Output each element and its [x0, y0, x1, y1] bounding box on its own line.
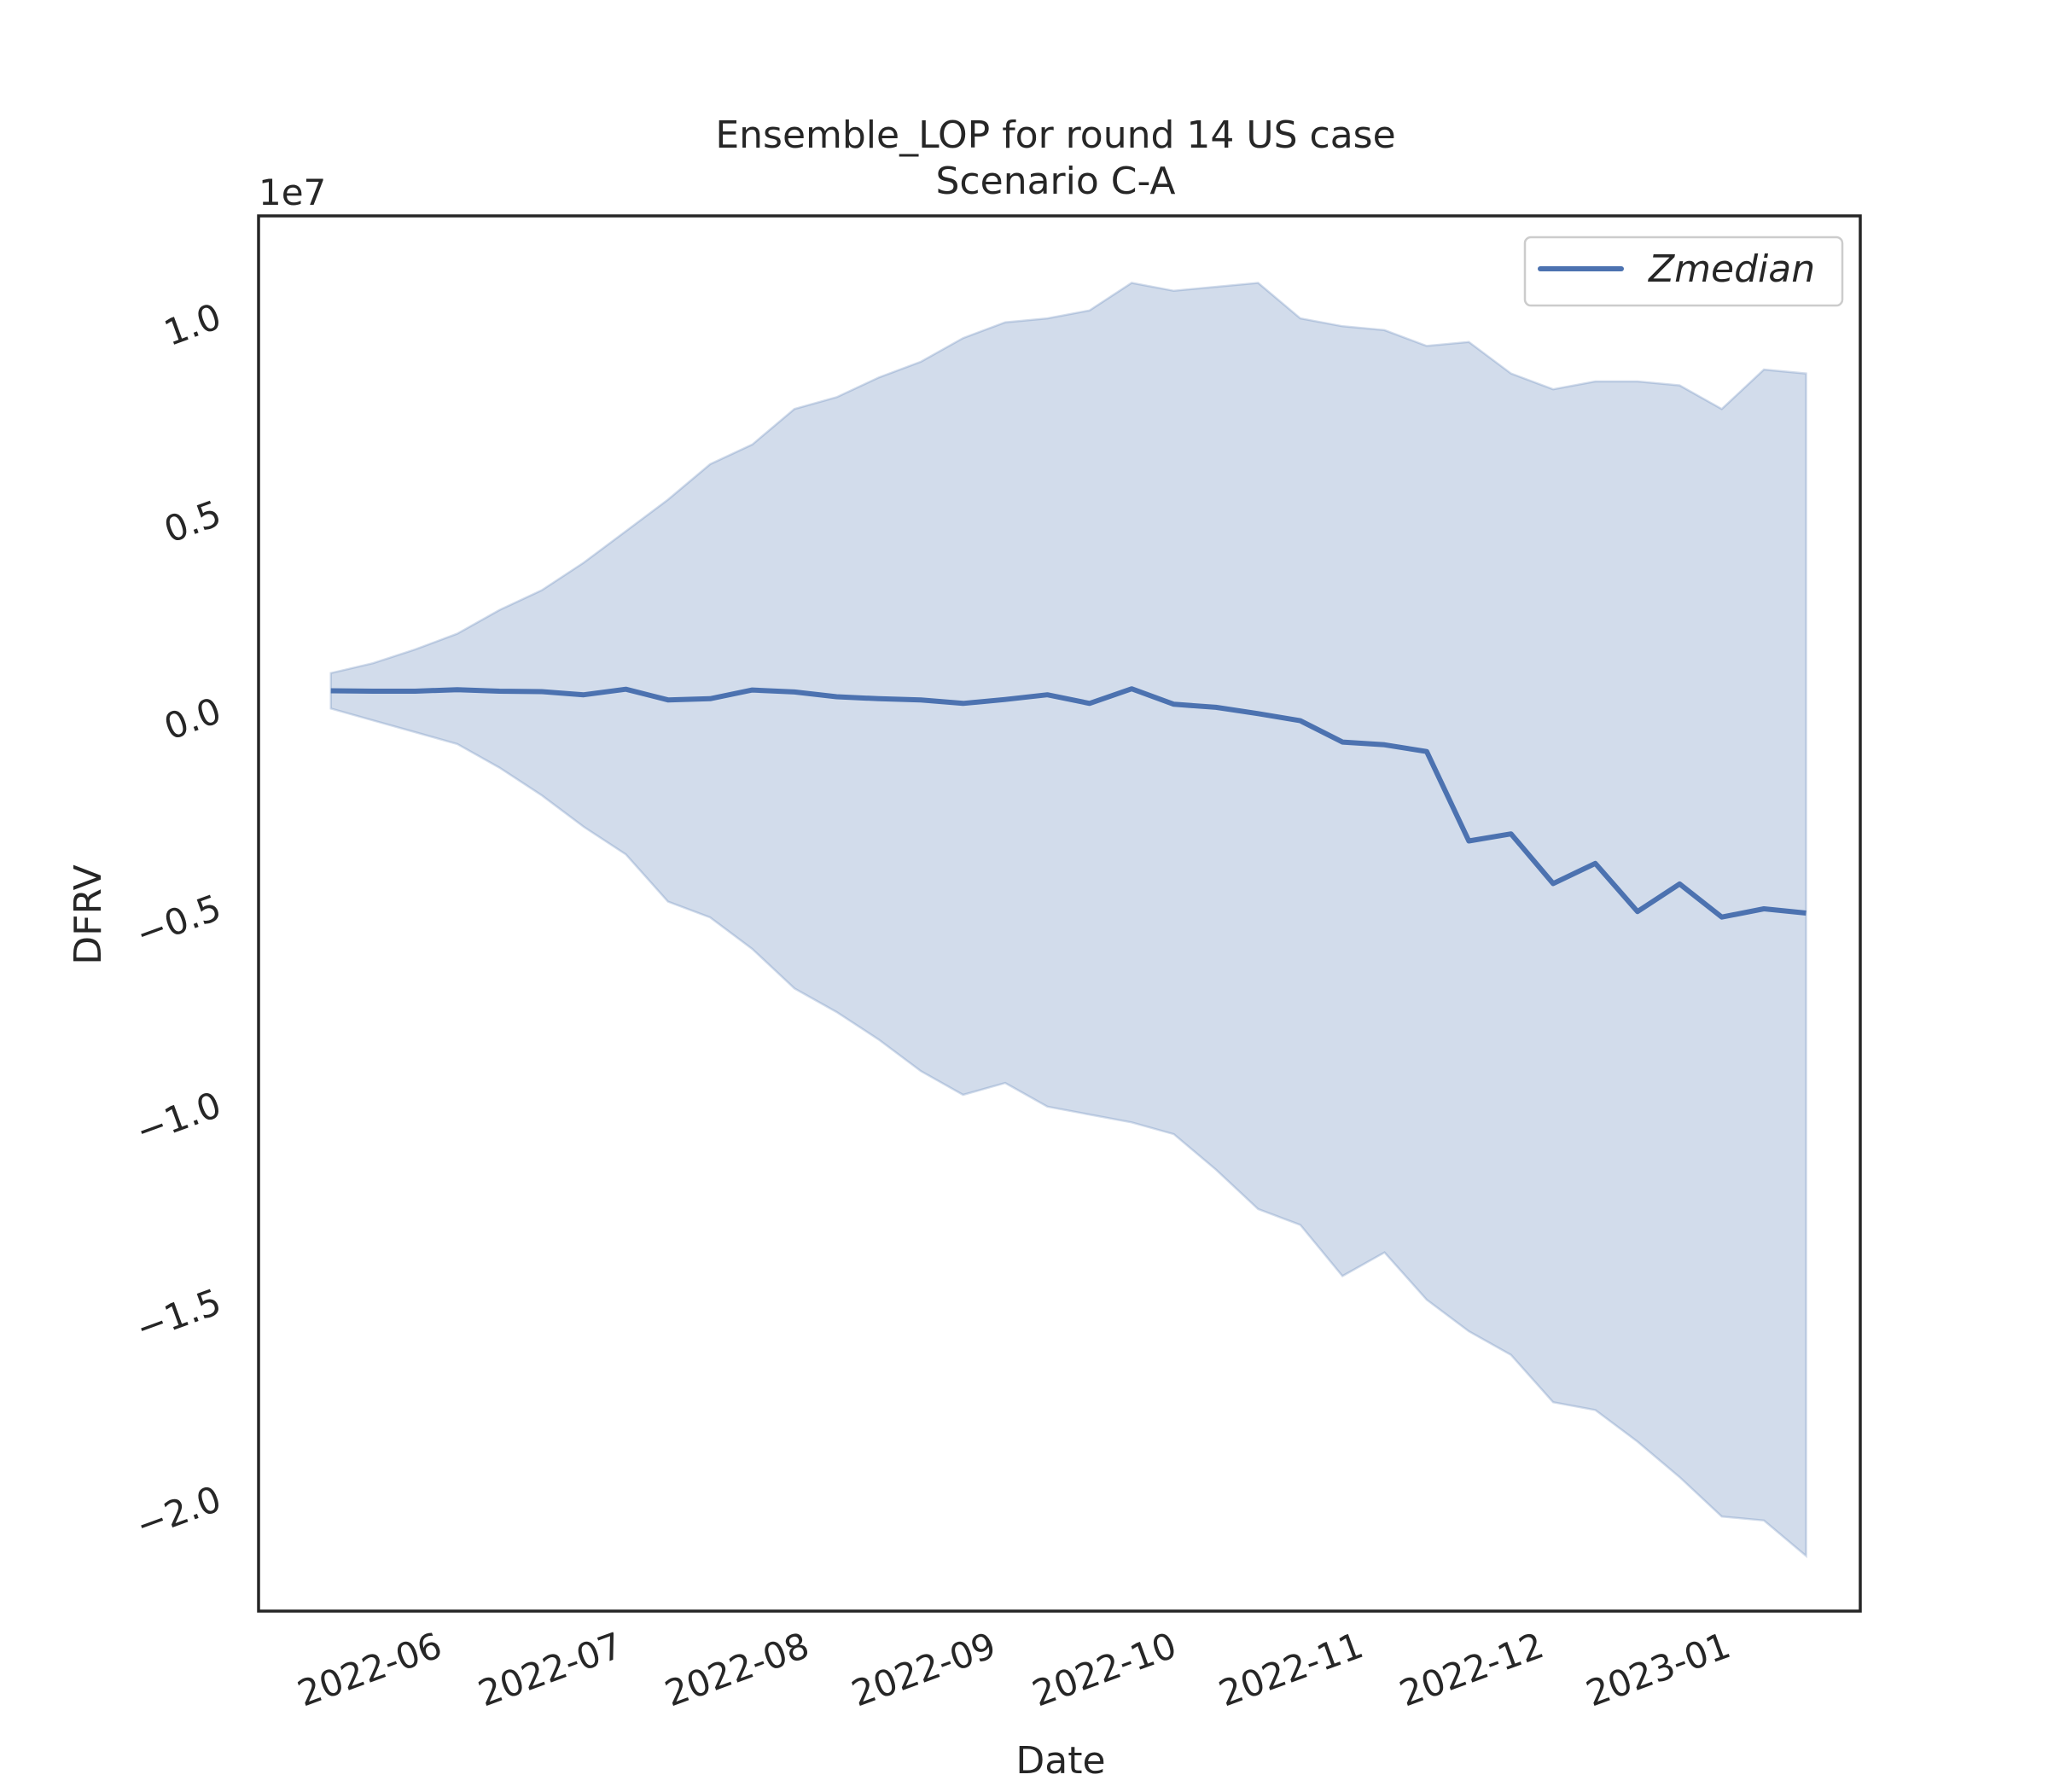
series-line-zmedian — [330, 686, 1807, 920]
y-tick-label: 0.0 — [159, 689, 227, 748]
x-tick-label: 2022-11 — [1213, 1624, 1369, 1714]
plot-frame — [257, 214, 1862, 1613]
x-tick-label: 2022-08 — [660, 1624, 815, 1714]
y-tick-label: 0.5 — [159, 492, 227, 551]
chart-subtitle: Scenario C-A — [936, 160, 1176, 203]
y-axis-label: DFRV — [67, 864, 110, 964]
x-tick-label: 2023-01 — [1580, 1624, 1736, 1714]
y-offset-label: 1e7 — [259, 172, 326, 213]
y-tick-label: −1.5 — [131, 1281, 227, 1350]
x-tick-label: 2022-06 — [292, 1624, 447, 1714]
y-tick-label: −1.0 — [131, 1084, 227, 1153]
legend-box — [1523, 236, 1844, 307]
legend: Zmedian — [1523, 236, 1844, 307]
x-tick-labels: 2022-06 2022-07 2022-08 2022-09 2022-10 2022-… — [292, 1624, 1736, 1714]
x-tick-label: 2022-10 — [1027, 1624, 1182, 1714]
y-tick-label: 1.0 — [159, 295, 227, 354]
plot-area — [329, 282, 1807, 1558]
x-tick-label: 2022-09 — [847, 1624, 1002, 1714]
y-tick-label: −2.0 — [131, 1478, 227, 1547]
y-tick-labels: −2.0 −1.5 −1.0 −0.5 0.0 0.5 1.0 — [131, 295, 227, 1547]
confidence-band — [329, 282, 1807, 1558]
x-tick-label: 2022-07 — [473, 1624, 628, 1714]
legend-label-zmedian: Zmedian — [1648, 247, 1815, 291]
x-axis-label: Date — [1015, 1739, 1105, 1783]
y-tick-label: −0.5 — [131, 887, 227, 956]
chart-title: Ensemble_LOP for round 14 US case — [715, 113, 1395, 157]
x-tick-label: 2022-12 — [1394, 1624, 1550, 1714]
